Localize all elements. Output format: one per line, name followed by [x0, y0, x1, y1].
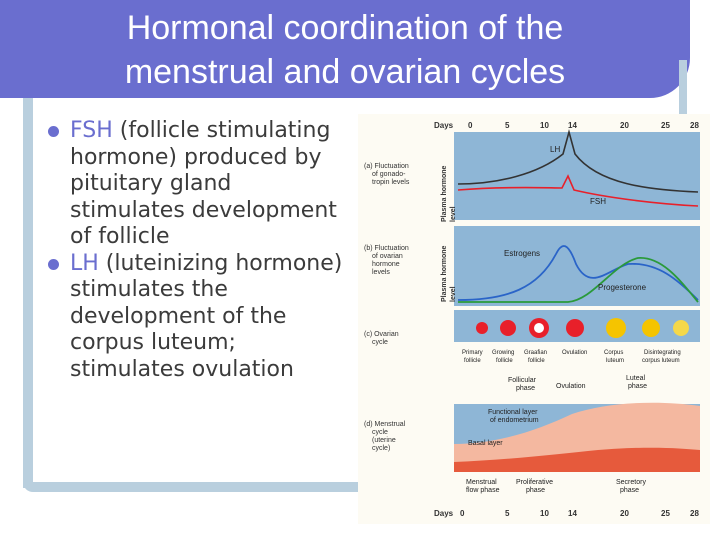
primary-follicle-icon — [476, 322, 488, 334]
day-tick: 25 — [661, 121, 670, 130]
phase-labels-c: Follicular Ovulation Luteal phase phase — [508, 375, 647, 392]
bullet-lh: LH (luteinizing hormone) stimulates the … — [48, 251, 353, 384]
lh-label: LH — [550, 145, 560, 154]
day-tick: 0 — [468, 121, 473, 130]
progesterone-curve — [458, 257, 699, 303]
estrogens-curve — [457, 245, 699, 301]
basal-layer-label: Basal layer — [468, 440, 503, 447]
panel-a-label: (a) Fluctuation of gonado- tropin levels — [364, 163, 411, 186]
panel-a-bg — [454, 132, 700, 220]
bottom-decor-bar — [23, 482, 363, 492]
title-banner: Hormonal coordination of the menstrual a… — [0, 0, 690, 98]
stage-labels-2: follicle follicle follicle luteum corpus… — [464, 358, 680, 364]
growing-follicle-icon — [500, 320, 516, 336]
lh-curve — [457, 128, 699, 193]
panel-b-label: (b) Fluctuation of ovarian hormone level… — [364, 245, 411, 276]
ovulation-icon — [566, 319, 584, 337]
phase-labels-d: Menstrual Proliferative Secretory flow p… — [466, 479, 648, 494]
term-lh: LH — [70, 250, 99, 276]
graafian-antrum-icon — [534, 323, 544, 333]
days-label-top: Days — [434, 121, 454, 130]
left-decor-bar — [23, 98, 33, 488]
panel-c-label: (c) Ovarian cycle — [364, 331, 401, 346]
day-tick: 5 — [505, 509, 510, 518]
basal-layer — [454, 447, 700, 472]
day-tick: 25 — [661, 509, 670, 518]
slide-title: Hormonal coordination of the menstrual a… — [124, 9, 566, 91]
day-tick: 20 — [620, 509, 629, 518]
day-ticks-bottom: 0 5 10 14 20 25 28 — [460, 509, 699, 518]
figure-svg: Days 0 5 10 14 20 25 28 (a) Fluctuation … — [364, 121, 700, 518]
functional-layer-label: Functional layer of endometrium — [488, 409, 539, 424]
bullet-text-fsh: (follicle stimulating hormone) produced … — [70, 118, 337, 249]
panel-d-label: (d) Menstrual cycle (uterine cycle) — [364, 421, 407, 452]
day-tick: 14 — [568, 121, 577, 130]
corpus-luteum-2-icon — [642, 319, 660, 337]
day-tick: 28 — [690, 509, 699, 518]
ovarian-stages — [476, 318, 689, 338]
corpus-luteum-icon — [606, 318, 626, 338]
day-tick: 20 — [620, 121, 629, 130]
day-tick: 10 — [540, 121, 549, 130]
bullet-dot — [48, 258, 59, 270]
progesterone-label: Progesterone — [598, 283, 647, 292]
day-tick: 14 — [568, 509, 577, 518]
fsh-curve — [457, 174, 699, 207]
panel-a-axis: Plasma hormone level — [441, 164, 457, 222]
day-tick: 10 — [540, 509, 549, 518]
bullet-list: FSH (follicle stimulating hormone) produ… — [48, 118, 353, 383]
bullet-text-lh: (luteinizing hormone) stimulates the dev… — [70, 250, 343, 382]
bullet-dot — [48, 126, 59, 137]
estrogens-label: Estrogens — [504, 249, 540, 258]
days-label-bottom: Days — [434, 509, 454, 518]
bullet-fsh: FSH (follicle stimulating hormone) produ… — [48, 118, 353, 251]
day-tick: 5 — [505, 121, 510, 130]
term-fsh: FSH — [70, 118, 113, 143]
right-decor-bar — [679, 60, 687, 130]
disintegrating-corpus-icon — [673, 320, 689, 336]
panel-b-axis: Plasma hormone level — [441, 244, 457, 302]
day-ticks-top: 0 5 10 14 20 25 28 — [468, 121, 699, 130]
menstrual-cycle-figure: Days 0 5 10 14 20 25 28 (a) Fluctuation … — [358, 114, 710, 524]
day-tick: 28 — [690, 121, 699, 130]
fsh-label: FSH — [590, 197, 606, 206]
stage-labels-1: Primary Growing Graafian Ovulation Corpu… — [462, 350, 681, 356]
day-tick: 0 — [460, 509, 465, 518]
